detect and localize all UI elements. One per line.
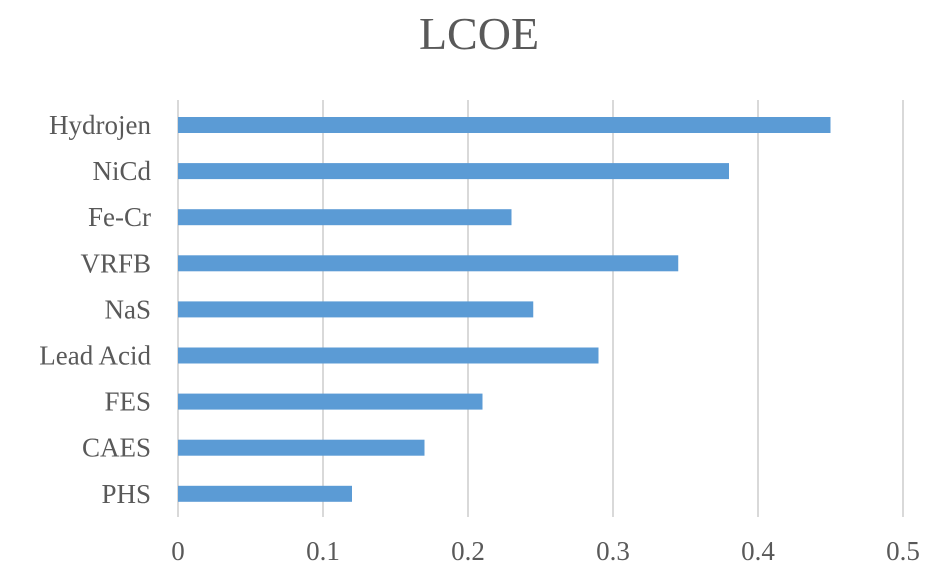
bar-fe-cr xyxy=(178,209,512,226)
x-tick-label: 0.5 xyxy=(886,536,920,566)
category-label: FES xyxy=(104,387,151,417)
category-label: Hydrojen xyxy=(49,110,151,140)
bar-phs xyxy=(178,485,352,502)
bar-vrfb xyxy=(178,255,679,272)
bar-caes xyxy=(178,439,425,456)
category-label: Lead Acid xyxy=(39,341,151,371)
bar-fes xyxy=(178,393,483,410)
category-label: NiCd xyxy=(92,156,151,186)
x-tick-label: 0.4 xyxy=(741,536,775,566)
x-tick-label: 0 xyxy=(171,536,185,566)
category-label: VRFB xyxy=(80,248,151,278)
category-label: PHS xyxy=(101,479,151,509)
x-tick-label: 0.1 xyxy=(306,536,340,566)
x-tick-labels: 0 0.1 0.2 0.3 0.4 0.5 xyxy=(171,536,920,566)
chart-title: LCOE xyxy=(418,8,540,59)
x-tick-label: 0.3 xyxy=(596,536,630,566)
bars xyxy=(178,117,831,502)
bar-nicd xyxy=(178,163,729,180)
category-label: CAES xyxy=(82,433,151,463)
bar-lead-acid xyxy=(178,347,599,364)
category-labels: PHS CAES FES Lead Acid NaS VRFB Fe-Cr NiCd Hydro… xyxy=(39,110,151,509)
category-label: Fe-Cr xyxy=(88,202,151,232)
category-label: NaS xyxy=(105,294,152,324)
bar-nas xyxy=(178,301,534,318)
x-tick-label: 0.2 xyxy=(451,536,485,566)
bar-hydrojen xyxy=(178,117,831,133)
